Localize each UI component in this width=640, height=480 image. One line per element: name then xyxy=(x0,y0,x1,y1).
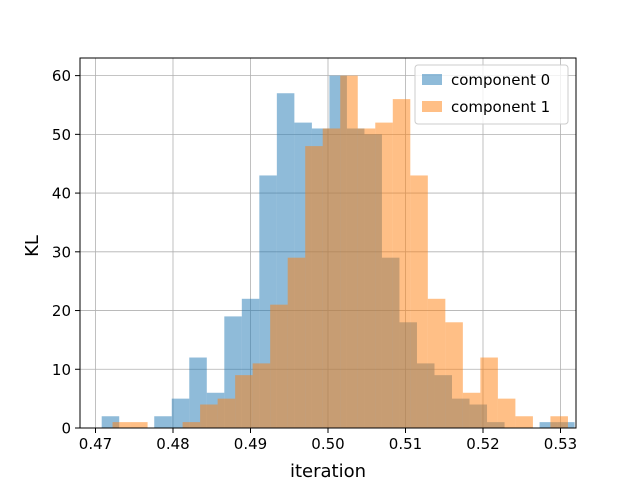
histogram-bar-series-1 xyxy=(287,257,306,428)
histogram-bar-series-1 xyxy=(182,422,201,428)
x-tick-label: 0.51 xyxy=(389,435,422,453)
histogram-bar-series-1 xyxy=(497,398,516,428)
histogram-bar-series-0 xyxy=(154,416,172,428)
histogram-bar-series-1 xyxy=(515,416,533,428)
legend-swatch-0 xyxy=(422,74,442,85)
y-axis-label: KL xyxy=(22,235,43,257)
histogram-bar-series-1 xyxy=(550,416,568,428)
legend-box xyxy=(414,64,569,125)
histogram-bar-series-1 xyxy=(427,298,446,428)
histogram-bar-series-0 xyxy=(101,416,120,428)
histogram-bar-series-1 xyxy=(445,322,463,428)
y-tick-label: 60 xyxy=(52,67,71,85)
x-axis-ticks: 0.47 0.48 0.49 0.50 0.51 0.52 0.53 xyxy=(79,428,577,453)
histogram-bar-series-1 xyxy=(130,422,148,428)
histogram-bar-series-1 xyxy=(305,146,323,428)
y-tick-label: 30 xyxy=(52,243,71,261)
histogram-bar-series-1 xyxy=(340,75,358,428)
y-axis-ticks: 0 10 20 30 40 50 60 xyxy=(52,67,80,438)
x-tick-label: 0.49 xyxy=(234,435,267,453)
histogram-bar-series-1 xyxy=(270,304,288,428)
legend-label-0: component 0 xyxy=(451,71,550,89)
y-tick-label: 50 xyxy=(52,126,71,144)
plot-frame xyxy=(79,57,577,429)
histogram-bar-series-1 xyxy=(375,122,393,428)
histogram-bar-series-1 xyxy=(200,404,218,428)
y-tick-label: 0 xyxy=(61,420,71,438)
x-tick-label: 0.53 xyxy=(544,435,577,453)
histogram-bar-series-0 xyxy=(171,398,190,428)
histogram-bar-series-1 xyxy=(392,99,411,428)
histogram-bars xyxy=(101,75,575,428)
histogram-bar-series-1 xyxy=(322,128,341,428)
histogram-bar-series-1 xyxy=(112,422,131,428)
histogram-bar-series-1 xyxy=(217,398,236,428)
histogram-bar-series-1 xyxy=(357,128,376,428)
legend: component 0 component 1 xyxy=(414,64,569,125)
legend-label-1: component 1 xyxy=(451,98,550,116)
x-tick-label: 0.50 xyxy=(311,435,344,453)
histogram-bar-series-1 xyxy=(252,363,271,428)
histogram-bar-series-1 xyxy=(235,375,253,428)
histogram-bar-series-1 xyxy=(462,392,481,428)
x-tick-label: 0.52 xyxy=(466,435,499,453)
histogram-bar-series-0 xyxy=(539,422,558,428)
y-tick-label: 20 xyxy=(52,302,71,320)
y-tick-label: 40 xyxy=(52,185,71,203)
y-tick-label: 10 xyxy=(52,361,71,379)
histogram-bar-series-1 xyxy=(480,357,498,428)
x-axis-label: iteration xyxy=(290,461,366,480)
x-tick-label: 0.47 xyxy=(79,435,112,453)
legend-swatch-1 xyxy=(422,101,442,112)
x-tick-label: 0.48 xyxy=(156,435,189,453)
histogram-bar-series-1 xyxy=(410,175,428,428)
